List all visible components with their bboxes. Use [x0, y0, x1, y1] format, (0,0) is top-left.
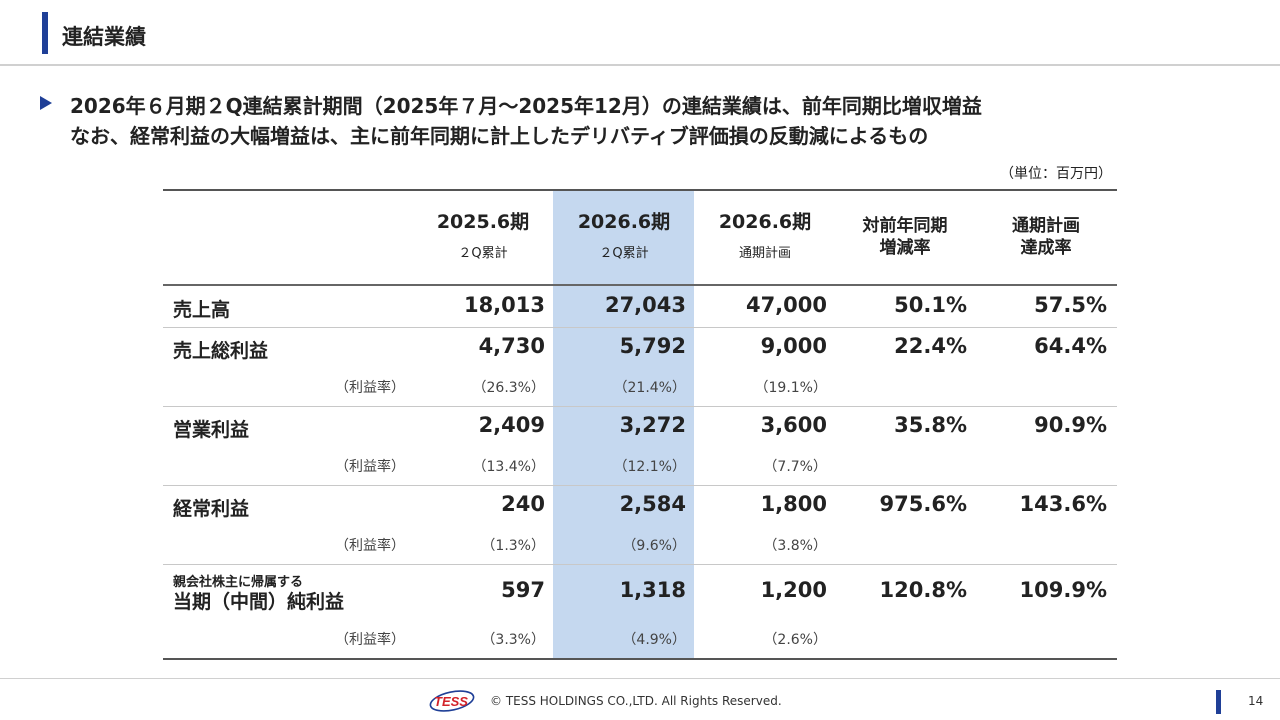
column-header-sub: ２Q累計 [458, 246, 508, 261]
column-header-fy2026-2q: 2026.6期 ２Q累計 [554, 207, 694, 261]
ratio-cell: （13.4%） [472, 459, 545, 475]
lead-line-2: なお、経常利益の大幅増益は、主に前年同期に計上したデリバティブ評価損の反動減によ… [70, 124, 929, 148]
ratio-cell: （26.3%） [472, 380, 545, 396]
page-header: 連結業績 [42, 12, 642, 54]
ratio-cell: （21.4%） [613, 380, 686, 396]
row-label: 売上高 [173, 299, 231, 321]
column-header-fy2026-plan: 2026.6期 通期計画 [695, 207, 835, 261]
table-cell: 47,000 [745, 293, 827, 317]
column-header-sub: 通期計画 [738, 246, 791, 261]
ratio-label: （利益率） [335, 538, 405, 554]
column-header-line2: 達成率 [1020, 238, 1072, 258]
table-bottom-rule [163, 658, 1117, 660]
column-header-main: 2025.6期 [436, 211, 530, 233]
logo-text: TESS [434, 694, 468, 709]
results-table: 2025.6期 ２Q累計 2026.6期 ２Q累計 2026.6期 通期計画 対… [163, 189, 1117, 661]
tess-logo: TESS [428, 690, 478, 712]
ratio-cell: （2.6%） [763, 632, 827, 648]
table-cell: 4,730 [478, 334, 545, 358]
table-cell: 975.6% [879, 492, 967, 516]
column-header-sub: ２Q累計 [599, 246, 649, 261]
table-cell: 18,013 [463, 293, 545, 317]
ratio-cell: （4.9%） [622, 632, 686, 648]
ratio-cell: （19.1%） [754, 380, 827, 396]
column-header-yoy-change: 対前年同期 増減率 [835, 215, 975, 259]
ratio-cell: （12.1%） [613, 459, 686, 475]
table-cell: 3,272 [619, 413, 686, 437]
row-label: 営業利益 [173, 419, 250, 441]
ratio-label: （利益率） [335, 380, 405, 396]
footer-divider [0, 678, 1280, 679]
unit-note: （単位：百万円） [1000, 166, 1112, 182]
column-header-line1: 通期計画 [1012, 216, 1080, 236]
page-title: 連結業績 [62, 25, 146, 49]
copyright-text: © TESS HOLDINGS CO.,LTD. All Rights Rese… [490, 694, 782, 708]
table-cell: 57.5% [1034, 293, 1107, 317]
row-divider [163, 327, 1117, 328]
table-cell: 90.9% [1034, 413, 1107, 437]
column-header-line1: 対前年同期 [862, 216, 948, 236]
table-cell: 1,800 [760, 492, 827, 516]
triangle-bullet-icon [40, 96, 52, 110]
lead-line-1: 2026年６月期２Q連結累計期間（2025年７月～2025年12月）の連結業績は… [70, 94, 982, 118]
column-header-line2: 増減率 [879, 238, 931, 258]
table-cell: 50.1% [894, 293, 967, 317]
table-cell: 22.4% [894, 334, 967, 358]
row-divider [163, 564, 1117, 565]
table-cell: 1,318 [619, 578, 686, 602]
table-cell: 2,584 [619, 492, 686, 516]
header-divider [0, 64, 1280, 66]
table-top-rule [163, 189, 1117, 191]
table-cell: 27,043 [604, 293, 686, 317]
row-label-prefix: 親会社株主に帰属する [173, 575, 304, 590]
ratio-cell: （7.7%） [763, 459, 827, 475]
row-label: 売上総利益 [173, 340, 269, 362]
table-cell: 1,200 [760, 578, 827, 602]
page-number-accent [1216, 690, 1221, 714]
column-header-fy2025-2q: 2025.6期 ２Q累計 [413, 207, 553, 261]
ratio-cell: （3.8%） [763, 538, 827, 554]
ratio-label: （利益率） [335, 632, 405, 648]
table-cell: 143.6% [1019, 492, 1107, 516]
ratio-cell: （3.3%） [481, 632, 545, 648]
page-number: 14 [1248, 694, 1264, 708]
ratio-cell: （1.3%） [481, 538, 545, 554]
table-cell: 120.8% [879, 578, 967, 602]
row-divider [163, 485, 1117, 486]
table-cell: 5,792 [619, 334, 686, 358]
table-cell: 2,409 [478, 413, 545, 437]
header-rule [163, 284, 1117, 286]
row-label: 当期（中間）純利益 [173, 591, 345, 613]
highlight-column [553, 191, 694, 659]
table-cell: 9,000 [760, 334, 827, 358]
table-cell: 109.9% [1019, 578, 1107, 602]
table-cell: 64.4% [1034, 334, 1107, 358]
table-cell: 240 [501, 492, 545, 516]
row-label: 経常利益 [173, 498, 250, 520]
table-cell: 35.8% [894, 413, 967, 437]
row-divider [163, 406, 1117, 407]
table-cell: 597 [501, 578, 545, 602]
column-header-main: 2026.6期 [577, 211, 671, 233]
column-header-plan-achievement: 通期計画 達成率 [975, 215, 1117, 259]
table-cell: 3,600 [760, 413, 827, 437]
ratio-label: （利益率） [335, 459, 405, 475]
title-accent-bar [42, 12, 48, 54]
ratio-cell: （9.6%） [622, 538, 686, 554]
column-header-main: 2026.6期 [718, 211, 812, 233]
